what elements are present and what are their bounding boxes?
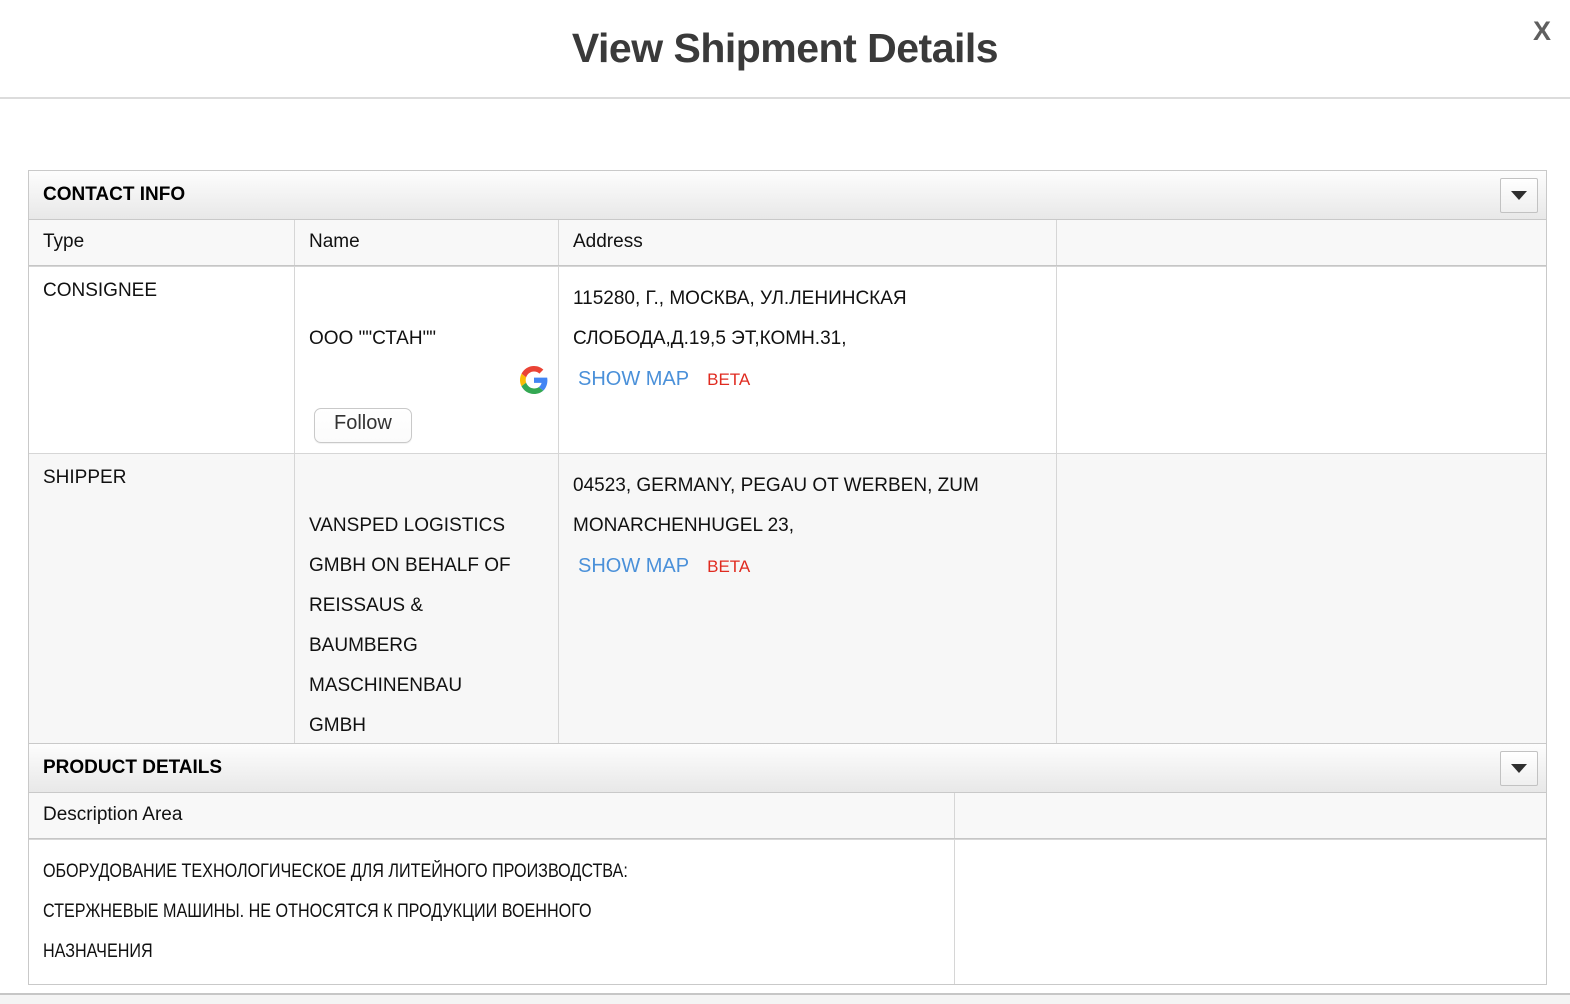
contact-address: 115280, Г., МОСКВА, УЛ.ЛЕНИНСКАЯ СЛОБОДА… <box>573 288 907 349</box>
contact-info-column-header-row: Type Name Address <box>29 220 1546 266</box>
map-links-row: SHOW MAP BETA <box>578 359 1042 400</box>
product-description: ОБОРУДОВАНИЕ ТЕХНОЛОГИЧЕСКОЕ ДЛЯ ЛИТЕЙНО… <box>43 861 628 962</box>
beta-badge: BETA <box>707 370 751 389</box>
google-g-icon[interactable] <box>520 366 548 394</box>
description-empty-cell <box>954 840 1546 984</box>
contact-empty-cell <box>1056 454 1546 840</box>
column-header-empty <box>1056 220 1546 265</box>
product-details-title: PRODUCT DETAILS <box>43 757 223 778</box>
contact-empty-cell <box>1056 267 1546 453</box>
chevron-down-icon <box>1511 191 1527 200</box>
product-details-column-header-row: Description Area <box>29 793 1546 839</box>
product-details-table: Description Area ОБОРУДОВАНИЕ ТЕХНОЛОГИЧ… <box>28 793 1547 985</box>
table-row-consignee: CONSIGNEE ООО ""СТАН"" Follow 115280, Г.… <box>29 266 1546 453</box>
map-links-row: SHOW MAP BETA <box>578 546 1042 587</box>
contact-name: VANSPED LOGISTICS GMBH ON BEHALF OF REIS… <box>309 466 548 786</box>
follow-button[interactable]: Follow <box>314 408 412 443</box>
contact-type: CONSIGNEE <box>43 280 158 301</box>
contact-name-cell: ООО ""СТАН"" Follow <box>294 267 558 453</box>
column-header-empty <box>954 793 1546 838</box>
modal-header: View Shipment Details X <box>0 0 1570 99</box>
column-header-address: Address <box>558 220 1056 265</box>
contact-name: ООО ""СТАН"" <box>309 279 548 399</box>
close-icon[interactable]: X <box>1532 16 1551 46</box>
product-details-collapse-button[interactable] <box>1500 751 1538 786</box>
column-header-type: Type <box>43 231 85 252</box>
chevron-down-icon <box>1511 764 1527 773</box>
table-row-description: ОБОРУДОВАНИЕ ТЕХНОЛОГИЧЕСКОЕ ДЛЯ ЛИТЕЙНО… <box>29 839 1546 984</box>
page-title: View Shipment Details <box>571 25 999 71</box>
show-map-link[interactable]: SHOW MAP <box>578 555 690 577</box>
contact-type: SHIPPER <box>43 467 127 488</box>
contact-info-header: CONTACT INFO <box>28 170 1547 220</box>
next-section-bar-partial <box>0 993 1570 1004</box>
contact-address-cell: 115280, Г., МОСКВА, УЛ.ЛЕНИНСКАЯ СЛОБОДА… <box>558 267 1056 453</box>
beta-badge: BETA <box>707 557 751 576</box>
contact-name-text: ООО ""СТАН"" <box>309 328 437 349</box>
column-header-description-area: Description Area <box>43 804 183 825</box>
contact-info-collapse-button[interactable] <box>1500 178 1538 213</box>
show-map-link[interactable]: SHOW MAP <box>578 368 690 390</box>
column-header-name: Name <box>294 220 558 265</box>
contact-address: 04523, GERMANY, PEGAU OT WERBEN, ZUM MON… <box>573 475 979 536</box>
description-cell: ОБОРУДОВАНИЕ ТЕХНОЛОГИЧЕСКОЕ ДЛЯ ЛИТЕЙНО… <box>29 840 954 984</box>
contact-info-title: CONTACT INFO <box>43 184 186 205</box>
contact-name-text: VANSPED LOGISTICS GMBH ON BEHALF OF REIS… <box>309 515 511 736</box>
contact-info-section: CONTACT INFO Type Name Address CONSIGNEE… <box>28 170 1547 841</box>
product-details-section: PRODUCT DETAILS Description Area ОБОРУДО… <box>28 743 1547 985</box>
product-details-header: PRODUCT DETAILS <box>28 743 1547 793</box>
contact-address-cell: 04523, GERMANY, PEGAU OT WERBEN, ZUM MON… <box>558 454 1056 840</box>
